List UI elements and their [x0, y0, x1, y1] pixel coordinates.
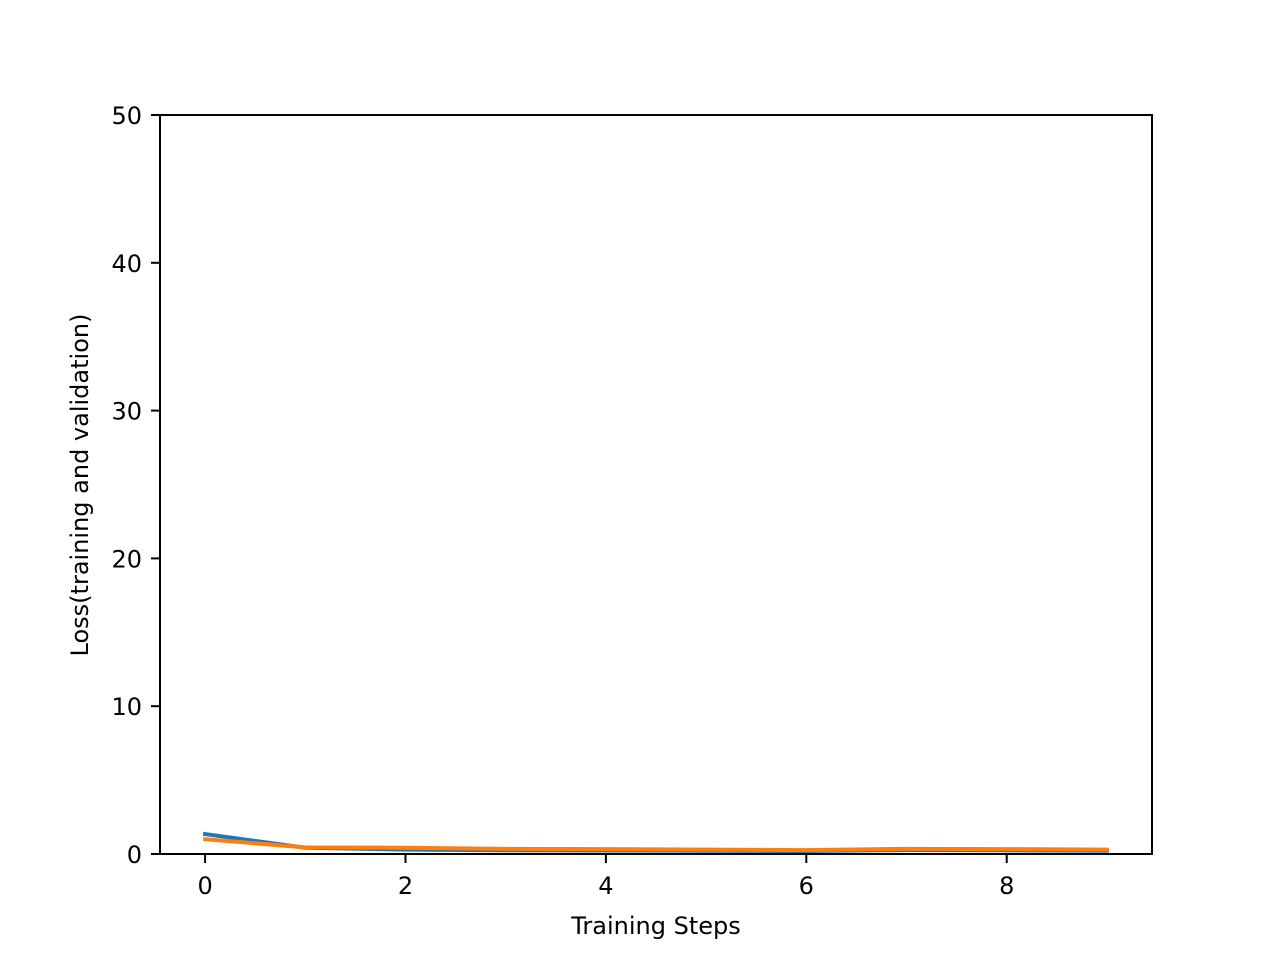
y-tick-label: 30 — [111, 398, 142, 426]
x-tick-label: 0 — [197, 872, 212, 900]
plot-frame — [159, 114, 1153, 855]
series-line-2 — [202, 837, 1109, 853]
x-tick-label: 2 — [398, 872, 413, 900]
x-axis: 0 2 4 6 8 — [197, 854, 1014, 900]
y-tick-label: 20 — [111, 545, 142, 573]
y-tick-label: 0 — [127, 841, 142, 869]
y-tick-label: 50 — [111, 102, 142, 130]
x-tick-label: 4 — [598, 872, 613, 900]
y-axis-label: Loss(training and validation) — [66, 314, 94, 657]
y-tick-label: 40 — [111, 250, 142, 278]
y-tick-label: 10 — [111, 693, 142, 721]
series-layer — [202, 831, 1109, 854]
x-tick-label: 6 — [799, 872, 814, 900]
x-tick-label: 8 — [999, 872, 1014, 900]
x-axis-label: Training Steps — [570, 912, 740, 940]
y-axis: 0 10 20 30 40 50 — [111, 102, 160, 869]
